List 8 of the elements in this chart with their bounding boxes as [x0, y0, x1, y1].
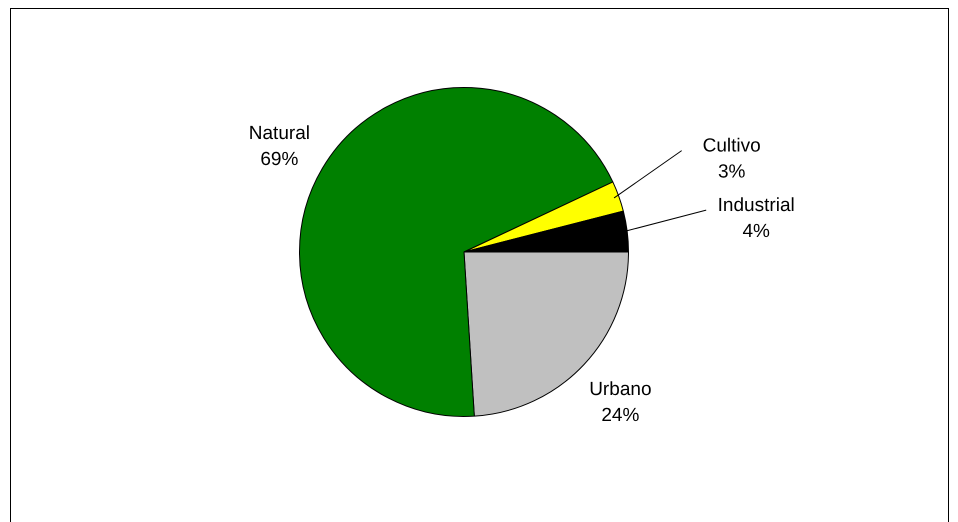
data-label: 69% — [260, 148, 298, 170]
data-label: 4% — [742, 221, 770, 242]
data-label: 24% — [601, 404, 640, 426]
data-label: 3% — [718, 162, 746, 183]
slice-label: Natural — [248, 122, 310, 144]
slice-label: Cultivo — [702, 136, 761, 157]
slice-label: Industrial — [718, 195, 795, 216]
slice-label: Urbano — [589, 378, 652, 400]
